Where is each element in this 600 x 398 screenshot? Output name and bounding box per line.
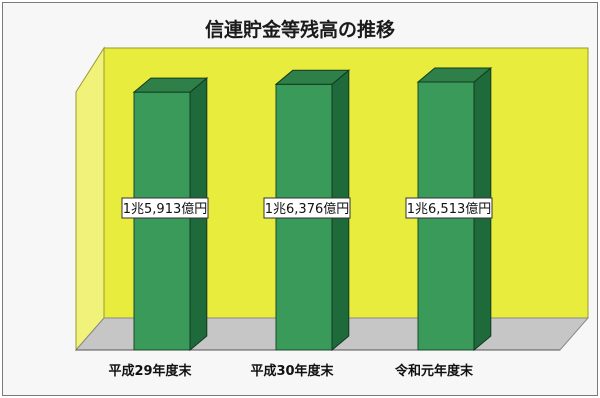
value-labels-group: 1兆5,913億円 1兆6,376億円 1兆6,513億円 [121,197,493,219]
value-label-text-2: 1兆6,376億円 [265,201,350,217]
value-label-2: 1兆6,376億円 [263,197,351,219]
value-label-box-2 [263,197,351,219]
value-label-text-1: 1兆5,913億円 [123,201,208,217]
category-label-3: 令和元年度末 [395,363,474,379]
chart-title: 信連貯金等残高の推移 [205,18,395,41]
bar-1 [132,77,209,352]
value-label-3: 1兆6,513億円 [405,197,493,219]
bar-top-3 [416,67,493,83]
bar-top-2 [274,69,351,85]
value-label-box-1 [121,197,209,219]
category-labels-group: 平成29年度末 平成30年度末 令和元年度末 [108,363,474,379]
bar-top-1 [132,77,209,93]
bar-front-1 [133,91,191,351]
value-label-1: 1兆5,913億円 [121,197,209,219]
value-label-box-3 [405,197,493,219]
category-label-1: 平成29年度末 [108,363,192,379]
value-label-text-3: 1兆6,513億円 [407,201,492,217]
category-label-2: 平成30年度末 [250,363,334,379]
chart-left-wall [75,46,105,352]
